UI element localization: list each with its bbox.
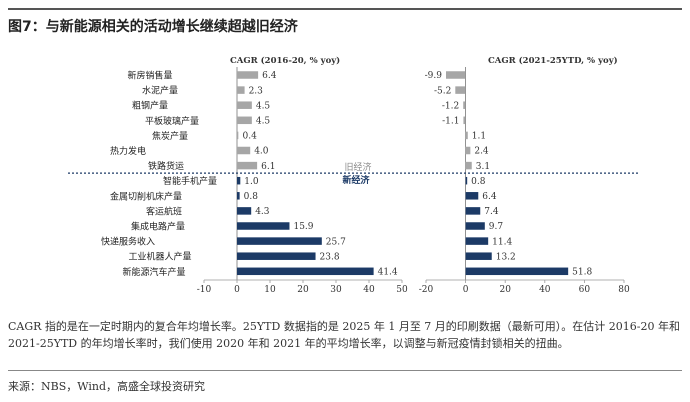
right-value-label: 3.1	[476, 162, 490, 172]
right-panel-title: CAGR (2021-25YTD, % yoy)	[488, 55, 618, 66]
left-value-label: 0.8	[244, 192, 259, 202]
right-value-label: 0.8	[471, 177, 486, 187]
old-economy-label: 旧经济	[344, 161, 371, 173]
right-value-label: 9.7	[489, 222, 504, 232]
left-value-label: 6.4	[262, 71, 277, 81]
left-value-label: 2.3	[249, 86, 264, 96]
right-tick-label: 0	[463, 285, 469, 295]
category-label: 新能源汽车产量	[122, 266, 185, 278]
right-bar	[463, 101, 466, 109]
left-value-label: 41.4	[378, 268, 398, 278]
left-bar	[237, 207, 252, 215]
left-value-label: 23.8	[320, 252, 340, 262]
left-tick-label: 50	[396, 285, 408, 295]
right-bar	[465, 252, 492, 260]
left-bar	[237, 131, 239, 140]
right-bar	[465, 146, 471, 155]
category-label: 粗钢产量	[132, 100, 168, 112]
right-value-label: 13.2	[496, 252, 516, 262]
left-value-label: 15.9	[293, 222, 313, 232]
right-value-label: 51.8	[572, 268, 592, 278]
right-value-label: -5.2	[434, 86, 451, 96]
left-bar	[237, 237, 322, 245]
category-label: 铁路货运	[148, 160, 184, 172]
right-bar	[465, 131, 468, 140]
left-tick-label: 30	[330, 285, 342, 295]
right-tick-label: 60	[579, 285, 591, 295]
source-divider	[8, 370, 682, 371]
right-bar	[465, 161, 472, 170]
left-panel-title: CAGR (2016-20, % yoy)	[230, 55, 340, 66]
left-value-label: 4.5	[256, 101, 271, 111]
right-bar	[465, 176, 468, 185]
right-bar	[465, 222, 485, 230]
left-tick-label: 40	[363, 285, 375, 295]
title-bar	[8, 8, 682, 42]
left-value-label: 25.7	[326, 237, 346, 247]
left-value-label: 1.0	[244, 177, 259, 187]
figure-title: 图7：与新能源相关的活动增长继续超越旧经济	[8, 19, 298, 35]
right-value-label: -1.2	[442, 101, 459, 111]
left-bar	[237, 192, 240, 200]
left-bar	[237, 161, 258, 170]
bar-chart-figure: 新房销售量水泥产量粗钢产量平板玻璃产量焦炭产量热力发电铁路货运智能手机产量金属切…	[68, 55, 640, 295]
left-bar	[237, 176, 241, 185]
category-label: 热力发电	[110, 145, 146, 157]
right-tick-label: 20	[499, 285, 511, 295]
right-bar	[455, 86, 466, 94]
category-label: 平板玻璃产量	[145, 115, 199, 127]
left-tick-label: 0	[234, 285, 240, 295]
left-value-label: 4.3	[255, 207, 270, 217]
left-bar	[237, 86, 245, 94]
right-tick-label: 40	[539, 285, 551, 295]
right-bar	[445, 71, 466, 79]
left-bar	[237, 222, 290, 230]
new-economy-label: 新经济	[342, 174, 370, 186]
category-label: 新房销售量	[127, 70, 172, 82]
category-label: 智能手机产量	[163, 175, 217, 187]
right-bar	[465, 237, 489, 245]
right-value-label: -1.1	[442, 117, 459, 127]
figure-source: 来源：NBS，Wind，高盛全球投资研究	[8, 380, 205, 393]
left-value-label: 4.5	[256, 117, 271, 127]
right-bar	[465, 207, 481, 215]
left-value-label: 6.1	[261, 162, 275, 172]
category-label: 集成电路产量	[131, 221, 185, 233]
left-bar	[237, 267, 374, 276]
right-value-label: -9.9	[425, 71, 443, 81]
category-label: 水泥产量	[142, 85, 178, 97]
left-bar	[237, 252, 316, 260]
left-panel-2016-20: CAGR (2016-20, % yoy) -10 0 10 20 30 40 50 6.4 2.…	[197, 55, 408, 295]
right-value-label: 2.4	[474, 147, 489, 157]
figure-note: CAGR 指的是在一定时期内的复合年均增长率。25YTD 数据指的是 2025 …	[8, 320, 681, 350]
category-label: 工业机器人产量	[128, 251, 191, 263]
category-labels: 新房销售量水泥产量粗钢产量平板玻璃产量焦炭产量热力发电铁路货运智能手机产量金属切…	[101, 70, 217, 278]
right-value-label: 7.4	[484, 207, 499, 217]
left-bar	[237, 116, 252, 125]
right-tick-label: -20	[419, 285, 434, 295]
category-label: 快递服务收入	[101, 236, 155, 248]
category-label: 焦炭产量	[152, 130, 188, 142]
right-bar	[465, 192, 479, 200]
category-label: 客运航班	[146, 205, 182, 217]
left-bar	[237, 101, 252, 109]
category-label: 金属切削机床产量	[110, 190, 182, 202]
left-bar	[237, 146, 251, 155]
left-value-label: 0.4	[243, 132, 258, 142]
right-tick-label: 80	[618, 285, 630, 295]
right-bar	[465, 267, 569, 276]
left-value-label: 4.0	[254, 147, 269, 157]
right-value-label: 1.1	[472, 132, 486, 142]
left-tick-label: 10	[264, 285, 276, 295]
right-panel-2021-25ytd: CAGR (2021-25YTD, % yoy) -20 0 20 40 60 80 -9.9…	[419, 55, 630, 295]
right-value-label: 6.4	[482, 192, 497, 202]
left-bar	[237, 71, 259, 79]
left-tick-label: 20	[297, 285, 309, 295]
left-tick-label: -10	[197, 285, 212, 295]
right-value-label: 11.4	[492, 237, 512, 247]
right-bar	[463, 116, 466, 125]
